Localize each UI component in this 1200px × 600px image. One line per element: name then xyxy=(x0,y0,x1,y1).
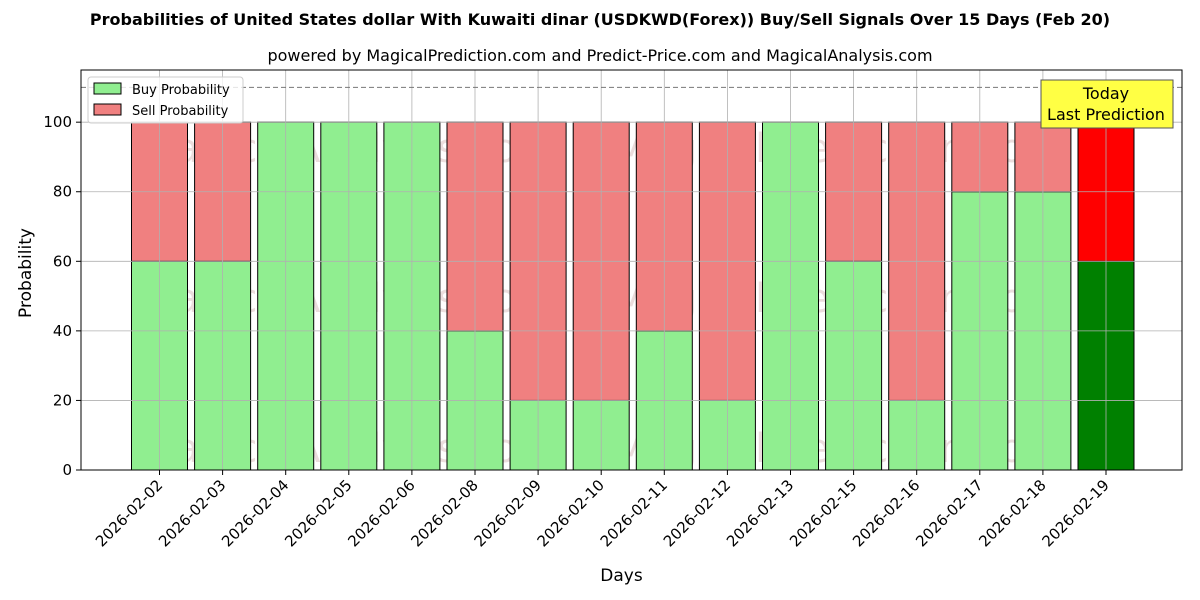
x-tick-label: 2026-02-10 xyxy=(534,476,608,550)
x-tick-label: 2026-02-05 xyxy=(281,476,355,550)
y-tick-label: 20 xyxy=(53,391,72,409)
y-axis-label: Probability xyxy=(16,228,36,318)
x-tick-label: 2026-02-12 xyxy=(660,476,734,550)
y-tick-label: 80 xyxy=(53,183,72,201)
plot-frame xyxy=(80,69,1183,471)
y-tick-label: 60 xyxy=(53,252,72,270)
x-tick-label: 2026-02-13 xyxy=(723,476,797,550)
x-tick-label: 2026-02-09 xyxy=(471,476,545,550)
x-axis-label: Days xyxy=(600,566,643,586)
annotation-line1: Today xyxy=(1082,84,1129,103)
x-tick-label: 2026-02-02 xyxy=(92,476,166,550)
annotation-line2: Last Prediction xyxy=(1047,105,1165,124)
x-tick-label: 2026-02-16 xyxy=(849,476,923,550)
legend-swatch-sell xyxy=(93,103,122,116)
x-tick-label: 2026-02-17 xyxy=(912,476,986,550)
x-tick-label: 2026-02-04 xyxy=(218,476,292,550)
legend-swatch-buy xyxy=(93,82,122,95)
x-tick-label: 2026-02-15 xyxy=(786,476,860,550)
x-tick-label: 2026-02-06 xyxy=(344,476,418,550)
y-tick-label: 100 xyxy=(43,113,72,131)
legend-box xyxy=(87,76,244,124)
y-tick-label: 40 xyxy=(53,322,72,340)
x-tick-label: 2026-02-19 xyxy=(1038,476,1112,550)
chart-subtitle: powered by MagicalPrediction.com and Pre… xyxy=(267,46,933,65)
x-tick-label: 2026-02-08 xyxy=(407,476,481,550)
x-tick-label: 2026-02-03 xyxy=(155,476,229,550)
x-tick-label: 2026-02-11 xyxy=(597,476,671,550)
legend-label-sell: Sell Probability xyxy=(132,104,229,119)
y-tick-label: 0 xyxy=(62,461,72,479)
chart-title: Probabilities of United States dollar Wi… xyxy=(89,10,1111,29)
x-tick-label: 2026-02-18 xyxy=(975,476,1049,550)
legend-label-buy: Buy Probability xyxy=(132,83,230,98)
today-annotation-box xyxy=(1040,79,1174,129)
